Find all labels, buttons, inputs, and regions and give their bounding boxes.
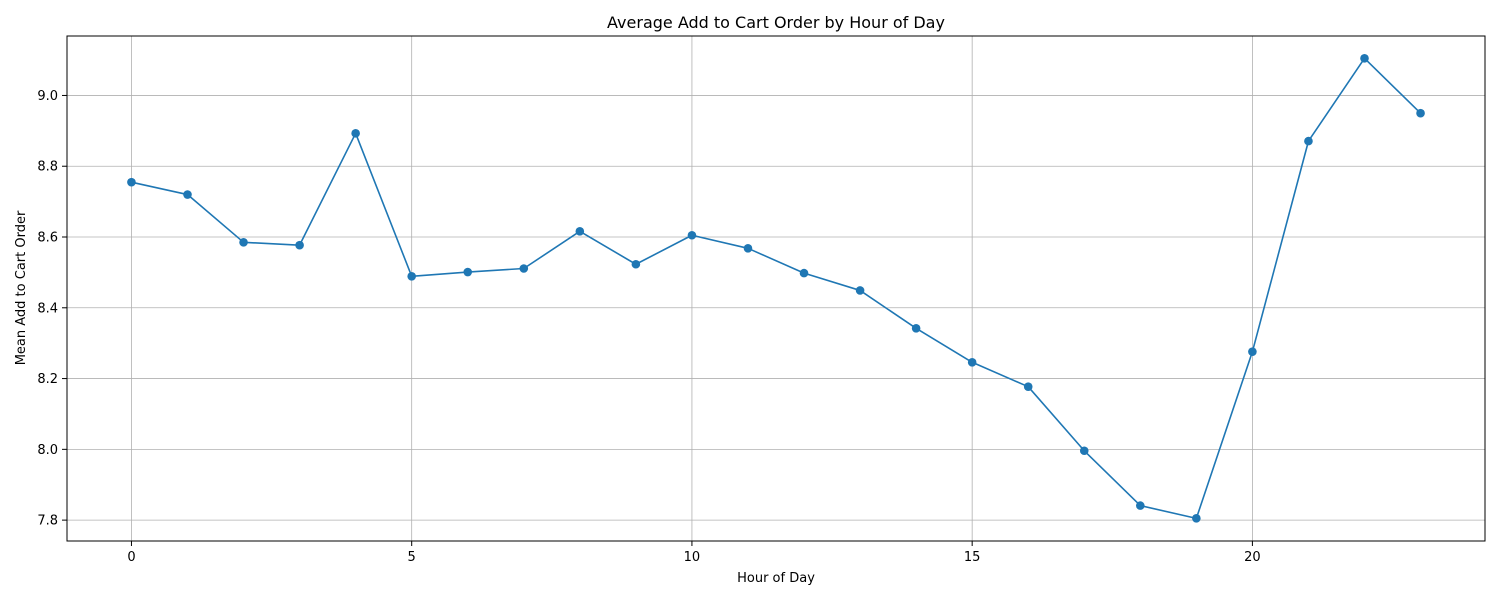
x-tick-label: 20 (1244, 550, 1261, 565)
plot-frame (66, 35, 1486, 542)
x-tick-label: 15 (964, 550, 981, 565)
data-point (1023, 382, 1033, 392)
x-tick-label: 5 (408, 550, 416, 565)
data-point (1192, 514, 1201, 523)
data-point (1136, 501, 1145, 510)
data-point (1416, 108, 1425, 118)
x-tick-label: 10 (684, 550, 701, 565)
y-tick-label: 8.4 (37, 301, 58, 316)
data-point (351, 129, 360, 138)
data-point (1248, 347, 1257, 356)
series-layer (127, 54, 1425, 523)
data-point (575, 227, 585, 236)
data-point (631, 259, 641, 269)
y-tick-label: 7.8 (37, 514, 58, 529)
y-tick-label: 8.6 (37, 231, 58, 246)
data-point (295, 240, 304, 250)
data-point (239, 238, 248, 247)
y-tick-label: 9.0 (37, 89, 58, 104)
data-point (463, 267, 473, 277)
x-axis-title: Hour of Day (737, 571, 815, 586)
data-point (127, 177, 136, 187)
data-point (1304, 136, 1313, 146)
chart-title: Average Add to Cart Order by Hour of Day (607, 13, 945, 32)
data-point (687, 230, 697, 240)
data-point (519, 264, 529, 273)
data-point (743, 244, 753, 253)
series-line (131, 57, 1422, 520)
data-point (1360, 54, 1369, 63)
ticks: 0 5 10 15 20 7.8 8.0 8.2 8.4 8.6 8.8 9.0 (37, 89, 1260, 565)
data-point (911, 324, 921, 333)
data-point (407, 271, 416, 281)
y-tick-label: 8.2 (37, 372, 58, 387)
data-point (1079, 446, 1089, 456)
data-point (967, 357, 977, 367)
y-axis-title: Mean Add to Cart Order (14, 210, 29, 365)
x-tick-label: 0 (127, 550, 135, 565)
data-point (799, 268, 809, 278)
grid (67, 36, 1485, 541)
y-tick-label: 8.0 (37, 443, 58, 458)
data-point (855, 286, 865, 295)
y-tick-label: 8.8 (37, 160, 58, 175)
data-point (183, 190, 192, 199)
